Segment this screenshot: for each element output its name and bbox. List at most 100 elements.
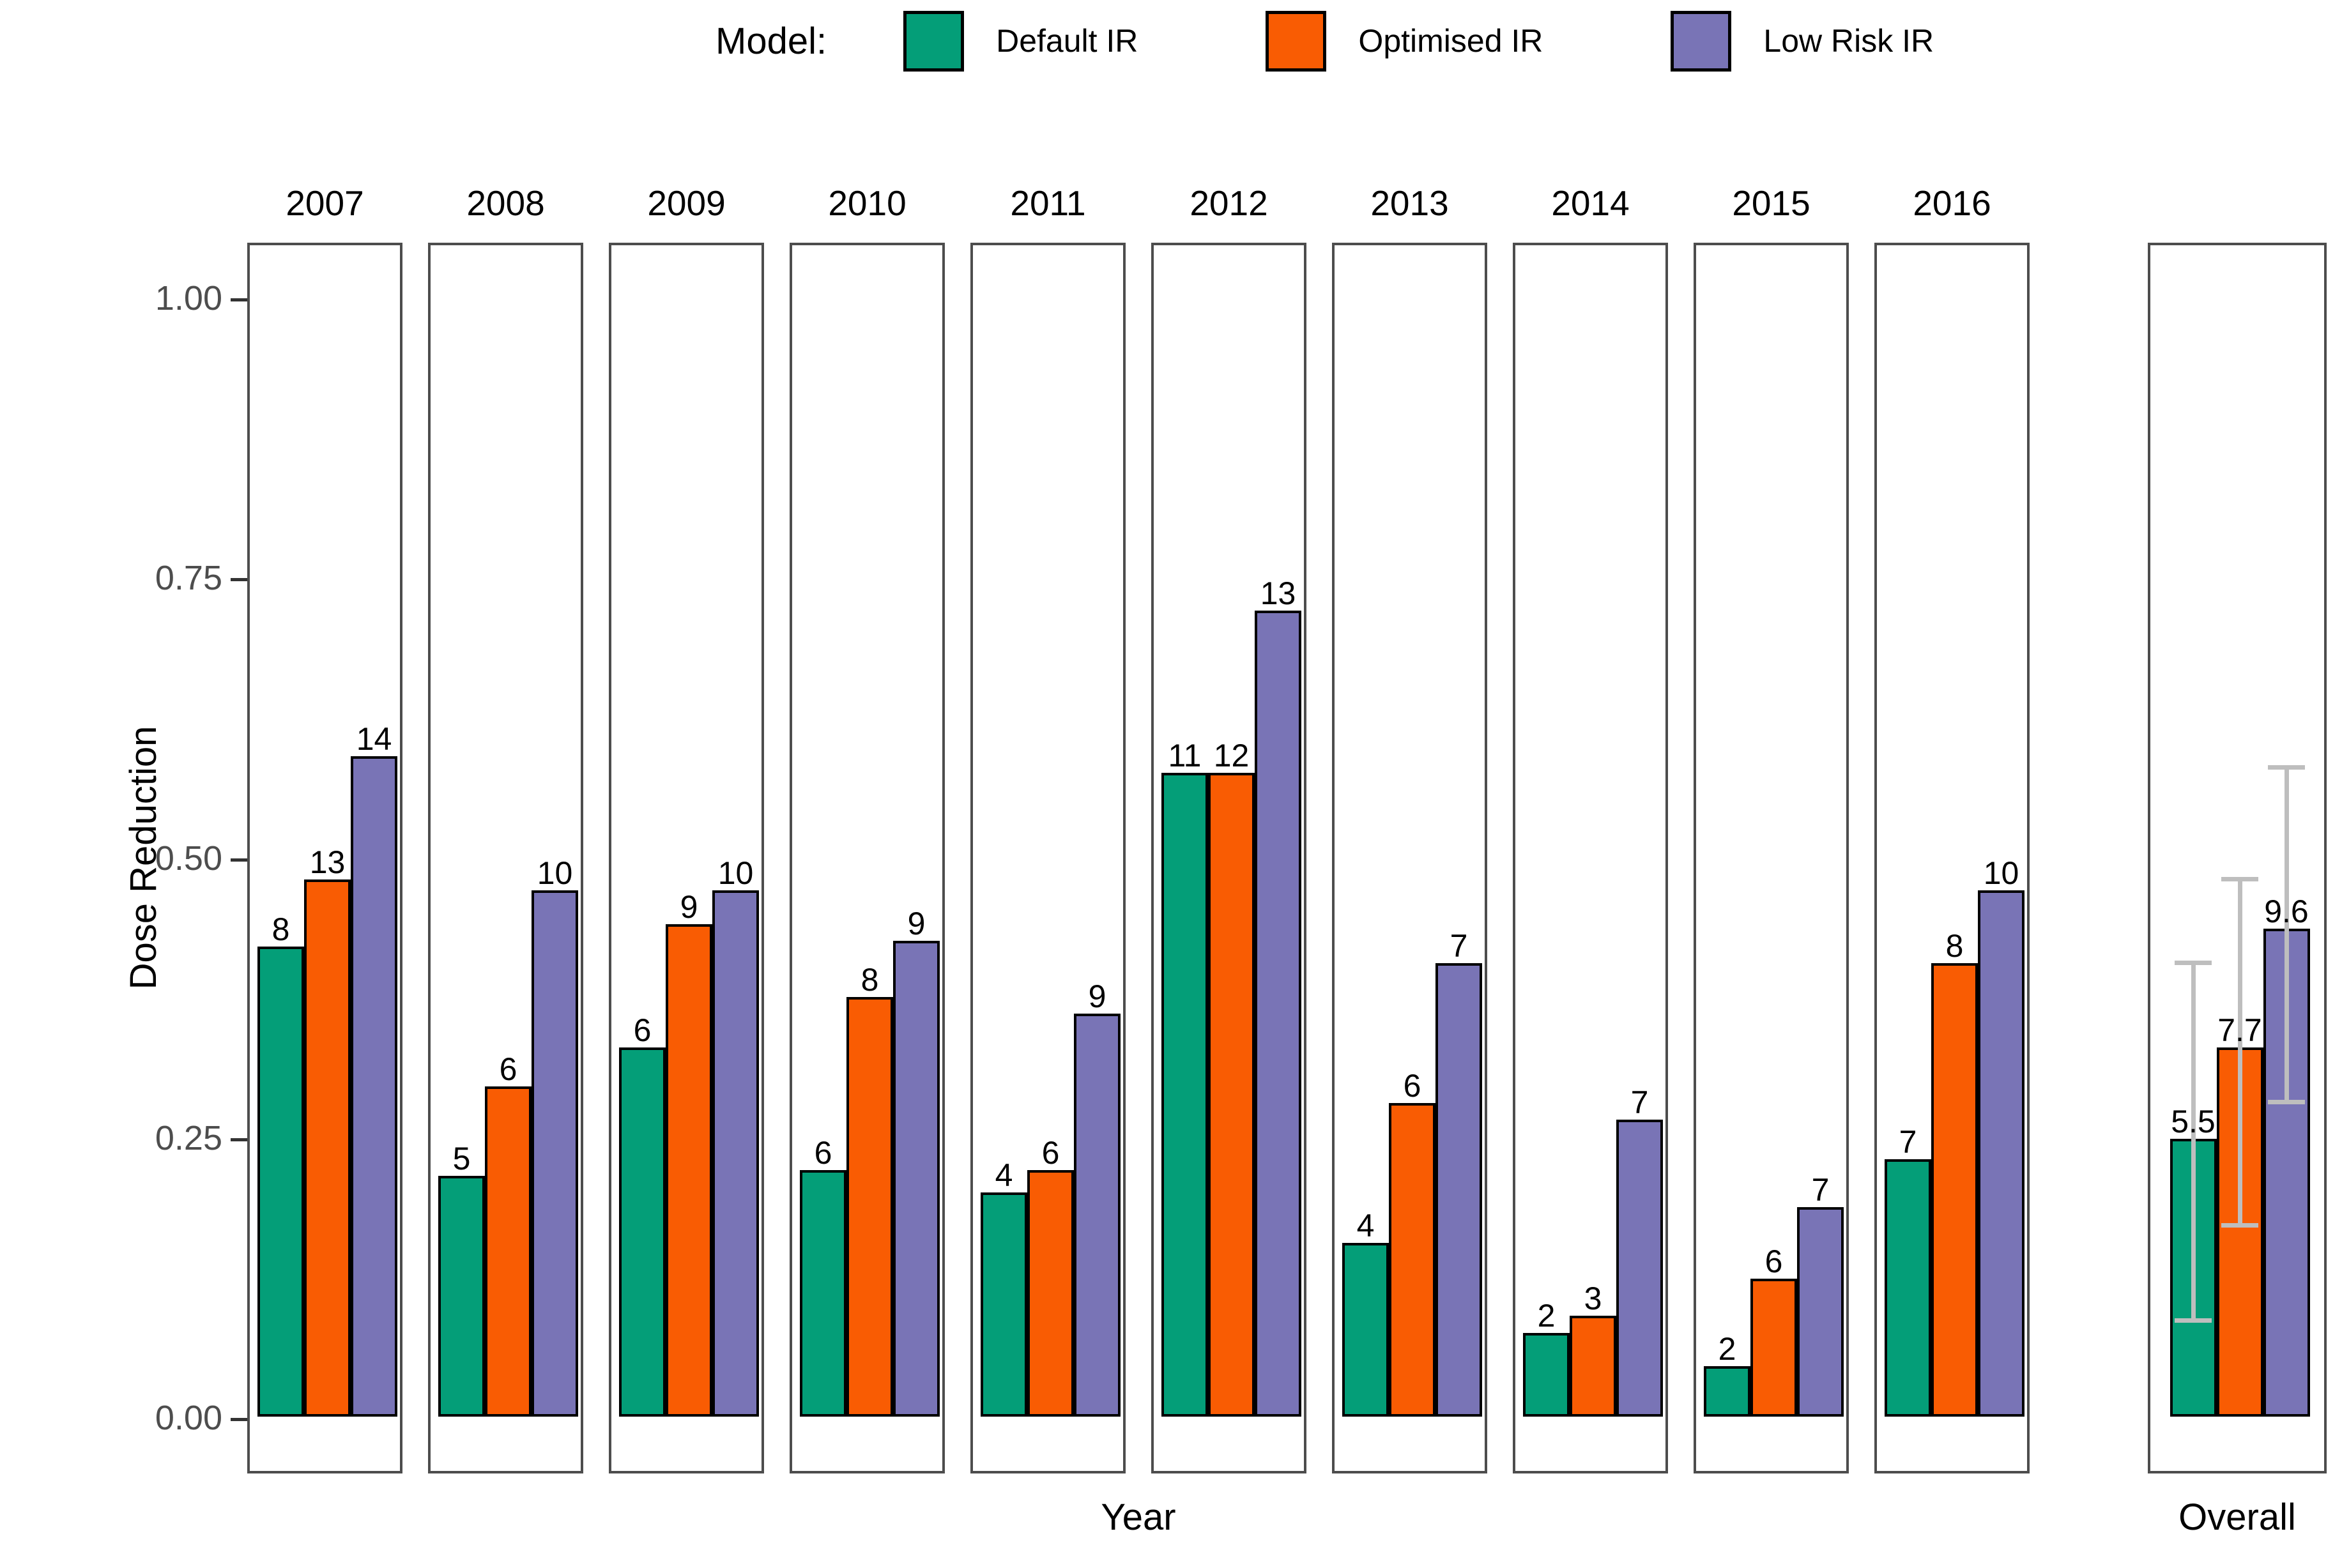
legend-entry-label: Default IR (996, 23, 1138, 59)
bar-default-ir (619, 1047, 666, 1417)
bar-optimised-ir (1750, 1279, 1797, 1417)
error-bar-cap-top-default-ir (2175, 961, 2212, 966)
legend-entry-low-risk-ir: Low Risk IR (1671, 10, 1934, 72)
bar-value-label-optimised-ir: 12 (1213, 738, 1250, 774)
facet-title-2014: 2014 (1551, 183, 1630, 223)
facet-title-2009: 2009 (647, 183, 726, 223)
bar-optimised-ir (1208, 773, 1255, 1417)
bar-value-label-optimised-ir: 7.7 (2217, 1012, 2262, 1048)
bar-optimised-ir (485, 1086, 532, 1417)
error-bar-cap-bottom-optimised-ir (2221, 1223, 2258, 1228)
facet-panel-2009: 6 9 10 (609, 243, 764, 1473)
bar-value-label-low-risk-ir: 7 (1811, 1172, 1830, 1208)
bar-value-label-low-risk-ir: 14 (356, 720, 392, 757)
bar-value-label-default-ir: 11 (1168, 738, 1202, 774)
bar-default-ir (257, 946, 304, 1417)
bar-value-label-default-ir: 6 (814, 1135, 832, 1171)
bar-low-risk-ir (1435, 963, 1482, 1417)
error-bar-cap-top-optimised-ir (2221, 876, 2258, 881)
bar-optimised-ir (1931, 963, 1978, 1417)
legend-swatch-low-risk-ir (1671, 10, 1732, 72)
facet-panel-2008: 5 6 10 (428, 243, 583, 1473)
y-tick-label: 0.50 (155, 839, 222, 878)
bar-value-label-low-risk-ir: 13 (1260, 575, 1296, 611)
facet-panel-overall: 5.5 7.7 9.6 (2148, 243, 2327, 1473)
bar-optimised-ir (1570, 1316, 1616, 1417)
error-bar-cap-bottom-low-risk-ir (2268, 1100, 2305, 1105)
bar-low-risk-ir (1797, 1207, 1844, 1417)
bar-value-label-low-risk-ir: 10 (717, 855, 754, 892)
bar-value-label-default-ir: 4 (995, 1157, 1013, 1194)
legend-title: Model: (716, 20, 827, 62)
bar-value-label-optimised-ir: 6 (1041, 1135, 1060, 1171)
facet-panel-2007: 8 13 14 (247, 243, 402, 1473)
bar-value-label-optimised-ir: 8 (1945, 928, 1964, 964)
bar-value-label-default-ir: 5.5 (2171, 1104, 2216, 1140)
bar-value-label-low-risk-ir: 7 (1450, 928, 1468, 964)
error-bar-cap-bottom-default-ir (2175, 1318, 2212, 1323)
bar-low-risk-ir (1074, 1013, 1121, 1417)
error-bar-cap-top-low-risk-ir (2268, 765, 2305, 770)
bar-value-label-optimised-ir: 3 (1584, 1281, 1602, 1317)
facet-panel-2013: 4 6 7 (1332, 243, 1487, 1473)
bar-value-label-optimised-ir: 6 (499, 1051, 517, 1087)
bar-value-label-optimised-ir: 6 (1764, 1244, 1783, 1280)
bar-value-label-low-risk-ir: 10 (537, 855, 573, 892)
bar-default-ir (1885, 1159, 1931, 1417)
bar-value-label-default-ir: 5 (452, 1141, 471, 1177)
legend-entry-label: Optimised IR (1358, 23, 1543, 59)
legend: Model: Default IR Optimised IR Low Risk IR (716, 5, 2062, 77)
y-tick-label: 0.75 (155, 559, 222, 598)
bar-default-ir (981, 1192, 1027, 1417)
bar-low-risk-ir (532, 890, 578, 1417)
bar-default-ir (1523, 1332, 1570, 1417)
bar-value-label-default-ir: 6 (633, 1012, 652, 1048)
y-tick-mark (231, 578, 247, 582)
x-axis-title-overall: Overall (2178, 1496, 2296, 1538)
bar-default-ir (800, 1170, 846, 1417)
bar-value-label-default-ir: 8 (272, 911, 290, 947)
bar-value-label-low-risk-ir: 10 (1983, 855, 2019, 892)
bar-optimised-ir (1389, 1103, 1435, 1417)
y-tick-mark (231, 1417, 247, 1421)
y-tick-mark (231, 858, 247, 862)
y-tick-label: 1.00 (155, 279, 222, 318)
y-tick-mark (231, 1138, 247, 1141)
y-tick-label: 0.00 (155, 1398, 222, 1437)
facet-title-2011: 2011 (1010, 183, 1086, 223)
facet-panel-2012: 11 12 13 (1151, 243, 1306, 1473)
bar-optimised-ir (304, 879, 351, 1417)
bar-value-label-default-ir: 7 (1899, 1123, 1917, 1160)
bar-low-risk-ir (1616, 1120, 1663, 1417)
bar-default-ir (1342, 1243, 1389, 1417)
error-bar-optimised-ir (2237, 878, 2242, 1226)
bar-value-label-optimised-ir: 6 (1403, 1068, 1421, 1104)
legend-entry-optimised-ir: Optimised IR (1266, 10, 1543, 72)
bar-default-ir (1161, 773, 1208, 1417)
bar-optimised-ir (2216, 1047, 2263, 1417)
bar-optimised-ir (1027, 1170, 1074, 1417)
facet-title-2007: 2007 (286, 183, 364, 223)
facet-title-2013: 2013 (1370, 183, 1449, 223)
legend-entry-default-ir: Default IR (903, 10, 1138, 72)
x-axis-title-year: Year (1101, 1496, 1176, 1538)
bar-default-ir (1704, 1366, 1750, 1417)
bar-value-label-low-risk-ir: 9 (1088, 978, 1106, 1014)
facet-title-2010: 2010 (828, 183, 907, 223)
bar-optimised-ir (846, 996, 893, 1417)
facet-panel-2016: 7 8 10 (1874, 243, 2030, 1473)
facet-title-2016: 2016 (1913, 183, 1991, 223)
bar-value-label-default-ir: 2 (1537, 1297, 1556, 1334)
bar-value-label-default-ir: 4 (1356, 1208, 1375, 1244)
facet-title-2015: 2015 (1732, 183, 1810, 223)
bar-value-label-low-risk-ir: 9 (907, 905, 926, 941)
bar-low-risk-ir (712, 890, 759, 1417)
bar-low-risk-ir (893, 941, 940, 1417)
legend-entry-label: Low Risk IR (1763, 23, 1934, 59)
bar-value-label-default-ir: 2 (1718, 1331, 1736, 1367)
bar-low-risk-ir (1255, 610, 1301, 1417)
